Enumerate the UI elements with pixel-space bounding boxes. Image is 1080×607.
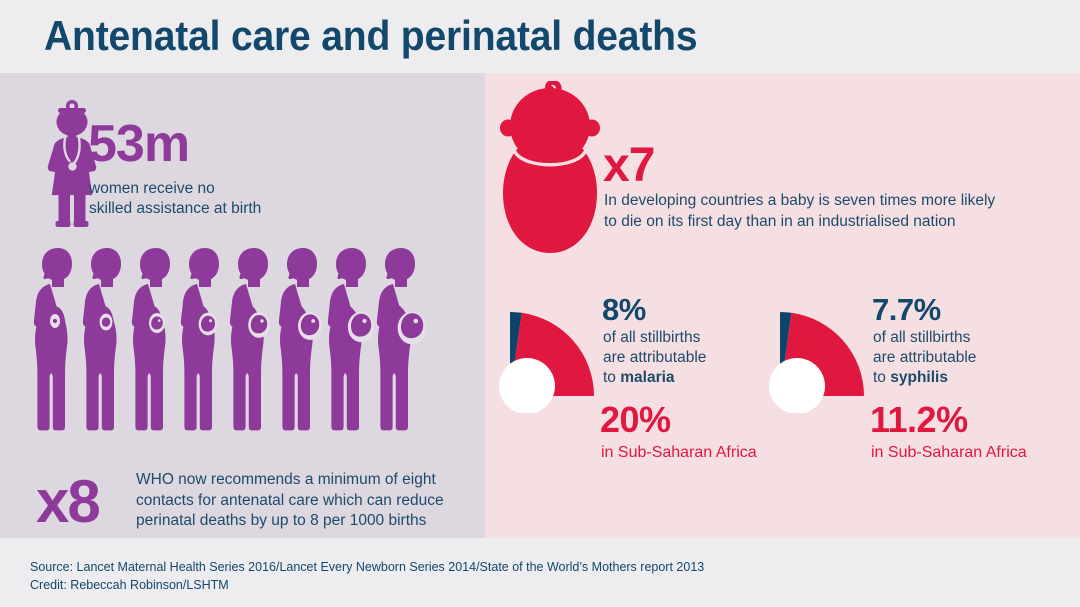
pie-stat-block-malaria: 8% of all stillbirths are attributable t… (490, 293, 783, 498)
pie-description-cause: syphilis (890, 369, 948, 386)
nurse-icon (36, 97, 108, 227)
stat-description-53m: women receive no skilled assistance at b… (89, 180, 262, 217)
pie-ssa-percent-syphilis: 11.2% (870, 399, 968, 440)
pie-description-cause: malaria (620, 369, 675, 386)
right-panel: x7 In developing countries a baby is sev… (485, 73, 1080, 538)
pie-percent-malaria: 8% (602, 292, 646, 327)
swaddled-baby-icon (493, 79, 608, 261)
left-panel: 53m women receive no skilled assistance … (0, 73, 485, 538)
stat-description-x8: WHO now recommends a minimum of eight co… (136, 471, 444, 529)
header-band: Antenatal care and perinatal deaths (0, 0, 1080, 73)
pregnant-women-row-icon (28, 246, 448, 451)
pie-ssa-label-malaria: in Sub-Saharan Africa (601, 444, 757, 461)
footer-band: Source: Lancet Maternal Health Series 20… (0, 538, 1080, 607)
credit-text: Credit: Rebeccah Robinson/LSHTM (30, 578, 229, 592)
pie-ssa-percent-malaria: 20% (600, 399, 671, 440)
stat-value-53m: 53m (88, 115, 190, 173)
nurse-stat-block: 53m women receive no skilled assistance … (0, 73, 485, 233)
pie-description-malaria: of all stillbirths are attributable to m… (603, 328, 783, 388)
antenatal-stat-block: x8 WHO now recommends a minimum of eight… (0, 463, 485, 543)
stat-value-x8: x8 (36, 468, 101, 535)
pie-stat-block-syphilis: 7.7% of all stillbirths are attributable… (760, 293, 1080, 498)
pie-chart-syphilis (768, 298, 873, 414)
pie-chart-malaria (498, 298, 603, 414)
pie-description-syphilis: of all stillbirths are attributable to s… (873, 328, 1053, 388)
source-text: Source: Lancet Maternal Health Series 20… (30, 560, 705, 574)
pie-description-prefix: of all stillbirths are attributable to (873, 329, 977, 386)
pie-ssa-label-syphilis: in Sub-Saharan Africa (871, 444, 1027, 461)
pie-description-prefix: of all stillbirths are attributable to (603, 329, 707, 386)
pie-percent-syphilis: 7.7% (872, 292, 941, 327)
stat-description-x7: In developing countries a baby is seven … (604, 192, 996, 230)
page-title: Antenatal care and perinatal deaths (44, 12, 698, 59)
baby-stat-block: x7 In developing countries a baby is sev… (485, 73, 1080, 258)
stat-value-x7: x7 (603, 139, 655, 192)
